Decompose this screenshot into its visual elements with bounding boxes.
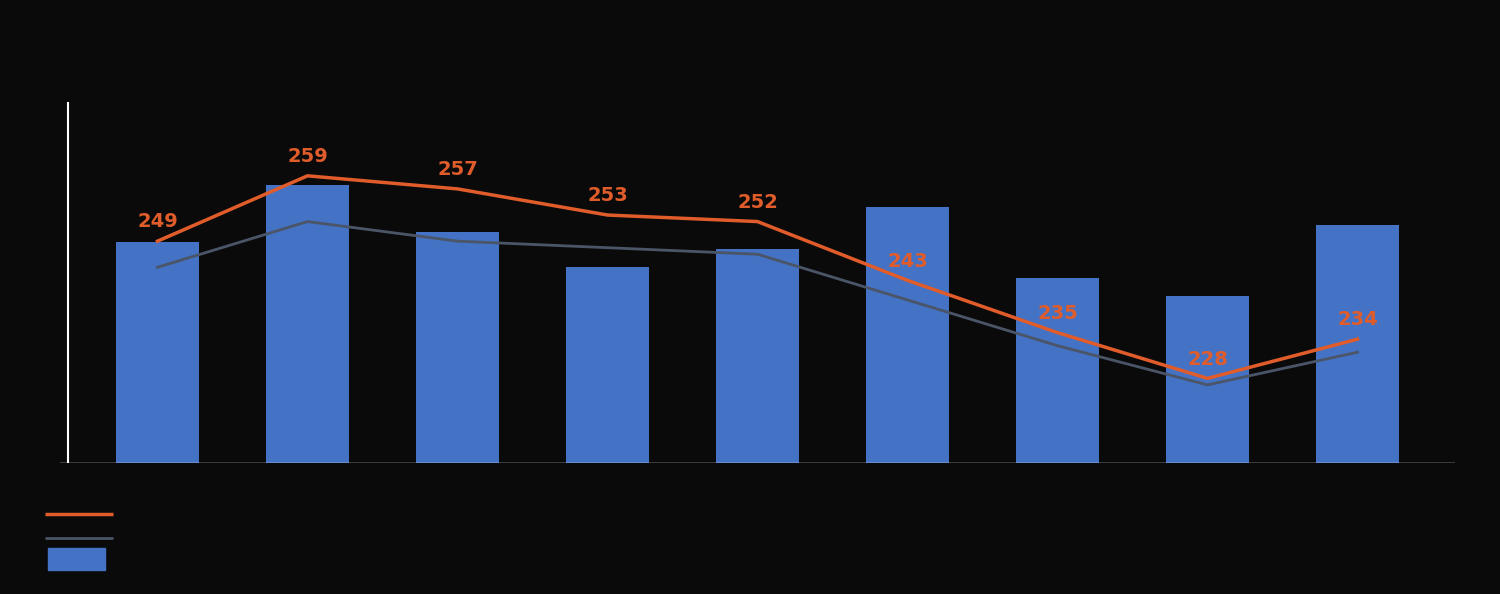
Text: 249: 249 xyxy=(136,213,178,231)
Bar xyxy=(1166,296,1248,463)
Bar xyxy=(716,249,798,463)
Bar xyxy=(117,242,198,463)
Bar xyxy=(567,267,648,463)
Text: 259: 259 xyxy=(286,147,328,166)
Text: 235: 235 xyxy=(1036,304,1078,323)
Text: 253: 253 xyxy=(586,187,628,205)
Text: 234: 234 xyxy=(1336,311,1378,330)
Bar xyxy=(1016,278,1098,463)
Text: 228: 228 xyxy=(1186,350,1228,368)
Bar xyxy=(865,207,948,463)
Bar xyxy=(267,185,348,463)
Bar xyxy=(1316,225,1398,463)
Bar xyxy=(416,232,498,463)
Text: 252: 252 xyxy=(736,193,778,211)
Text: 243: 243 xyxy=(886,252,928,271)
Text: 257: 257 xyxy=(436,160,478,179)
